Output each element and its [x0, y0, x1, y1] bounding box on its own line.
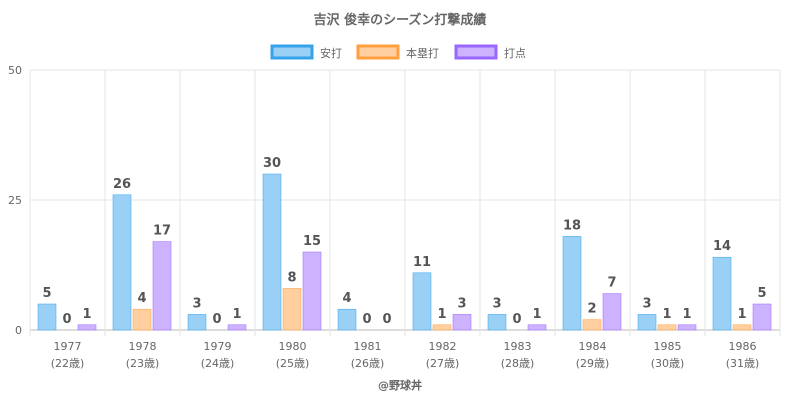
- bar-安打[interactable]: [712, 256, 732, 331]
- bar-打点[interactable]: [77, 324, 97, 331]
- x-tick-sublabel: (26歳): [351, 357, 385, 370]
- data-label: 0: [512, 312, 521, 327]
- data-label: 15: [303, 234, 321, 249]
- bar-安打[interactable]: [337, 308, 357, 331]
- data-label: 2: [587, 302, 596, 317]
- legend: 安打 本塁打 打点: [270, 44, 526, 60]
- bar-本塁打[interactable]: [732, 324, 752, 331]
- legend-label[interactable]: 安打: [320, 46, 342, 60]
- bar-安打[interactable]: [562, 236, 582, 331]
- x-tick-label: 1983: [504, 340, 532, 353]
- data-label: 1: [82, 307, 91, 322]
- x-tick-sublabel: (24歳): [201, 357, 235, 370]
- data-label: 11: [413, 255, 431, 270]
- legend-label[interactable]: 本塁打: [406, 46, 439, 60]
- bar-打点[interactable]: [302, 251, 322, 331]
- x-tick-label: 1977: [54, 340, 82, 353]
- bar-安打[interactable]: [112, 194, 132, 331]
- bar-安打[interactable]: [187, 314, 207, 331]
- legend-swatch: [270, 44, 314, 60]
- bar-本塁打[interactable]: [282, 288, 302, 331]
- bar-安打[interactable]: [37, 303, 57, 331]
- data-label: 4: [342, 291, 351, 306]
- chart-title: 吉沢 俊幸のシーズン打撃成績: [314, 12, 487, 28]
- data-label: 14: [713, 239, 731, 254]
- x-tick-sublabel: (27歳): [426, 357, 460, 370]
- bar-打点[interactable]: [752, 303, 772, 331]
- data-label: 4: [137, 291, 146, 306]
- bar-本塁打[interactable]: [132, 308, 152, 331]
- data-label: 8: [287, 270, 296, 285]
- bar-本塁打[interactable]: [432, 324, 452, 331]
- data-label: 0: [62, 312, 71, 327]
- data-label: 1: [232, 307, 241, 322]
- bar-打点[interactable]: [227, 324, 247, 331]
- x-tick-label: 1978: [129, 340, 157, 353]
- x-tick-sublabel: (22歳): [51, 357, 85, 370]
- x-tick-sublabel: (28歳): [501, 357, 535, 370]
- data-label: 30: [263, 156, 281, 171]
- bar-安打[interactable]: [262, 173, 282, 331]
- data-label: 26: [113, 177, 131, 192]
- data-label: 0: [212, 312, 221, 327]
- data-label: 17: [153, 224, 171, 239]
- bar-安打[interactable]: [487, 314, 507, 331]
- x-tick-label: 1981: [354, 340, 382, 353]
- x-tick-label: 1986: [729, 340, 757, 353]
- data-label: 3: [492, 296, 501, 311]
- data-label: 1: [437, 307, 446, 322]
- x-tick-label: 1982: [429, 340, 457, 353]
- bar-打点[interactable]: [452, 314, 472, 331]
- data-label: 5: [757, 286, 766, 301]
- data-label: 7: [607, 276, 616, 291]
- bar-本塁打[interactable]: [582, 319, 602, 331]
- data-label: 1: [662, 307, 671, 322]
- bar-本塁打[interactable]: [657, 324, 677, 331]
- x-tick-sublabel: (25歳): [276, 357, 310, 370]
- data-label: 0: [362, 312, 371, 327]
- y-tick-label: 50: [8, 64, 22, 77]
- bar-打点[interactable]: [527, 324, 547, 331]
- bar-打点[interactable]: [152, 241, 172, 331]
- x-tick-label: 1984: [579, 340, 607, 353]
- x-tick-sublabel: (31歳): [726, 357, 760, 370]
- x-labels: 1977 (22歳) 1978 (23歳) 1979 (24歳) 1980 (25歳) 1981…: [51, 340, 760, 370]
- y-tick-label: 0: [15, 324, 22, 337]
- y-tick-label: 25: [8, 194, 22, 207]
- footer-credit: @野球丼: [378, 378, 422, 392]
- legend-label[interactable]: 打点: [504, 46, 526, 60]
- x-tick-label: 1985: [654, 340, 682, 353]
- x-tick-sublabel: (23歳): [126, 357, 160, 370]
- x-tick-label: 1980: [279, 340, 307, 353]
- legend-swatch: [454, 44, 498, 60]
- data-label: 1: [532, 307, 541, 322]
- data-label: 1: [737, 307, 746, 322]
- data-label: 3: [192, 296, 201, 311]
- bar-安打[interactable]: [637, 314, 657, 331]
- data-label: 3: [457, 296, 466, 311]
- x-tick-label: 1979: [204, 340, 232, 353]
- x-tick-sublabel: (29歳): [576, 357, 610, 370]
- legend-swatch: [356, 44, 400, 60]
- data-label: 18: [563, 218, 581, 233]
- data-label: 1: [682, 307, 691, 322]
- data-label: 0: [382, 312, 391, 327]
- data-label: 3: [642, 296, 651, 311]
- x-tick-sublabel: (30歳): [651, 357, 685, 370]
- bar-打点[interactable]: [677, 324, 697, 331]
- bar-安打[interactable]: [412, 272, 432, 331]
- bar-打点[interactable]: [602, 293, 622, 331]
- data-label: 5: [42, 286, 51, 301]
